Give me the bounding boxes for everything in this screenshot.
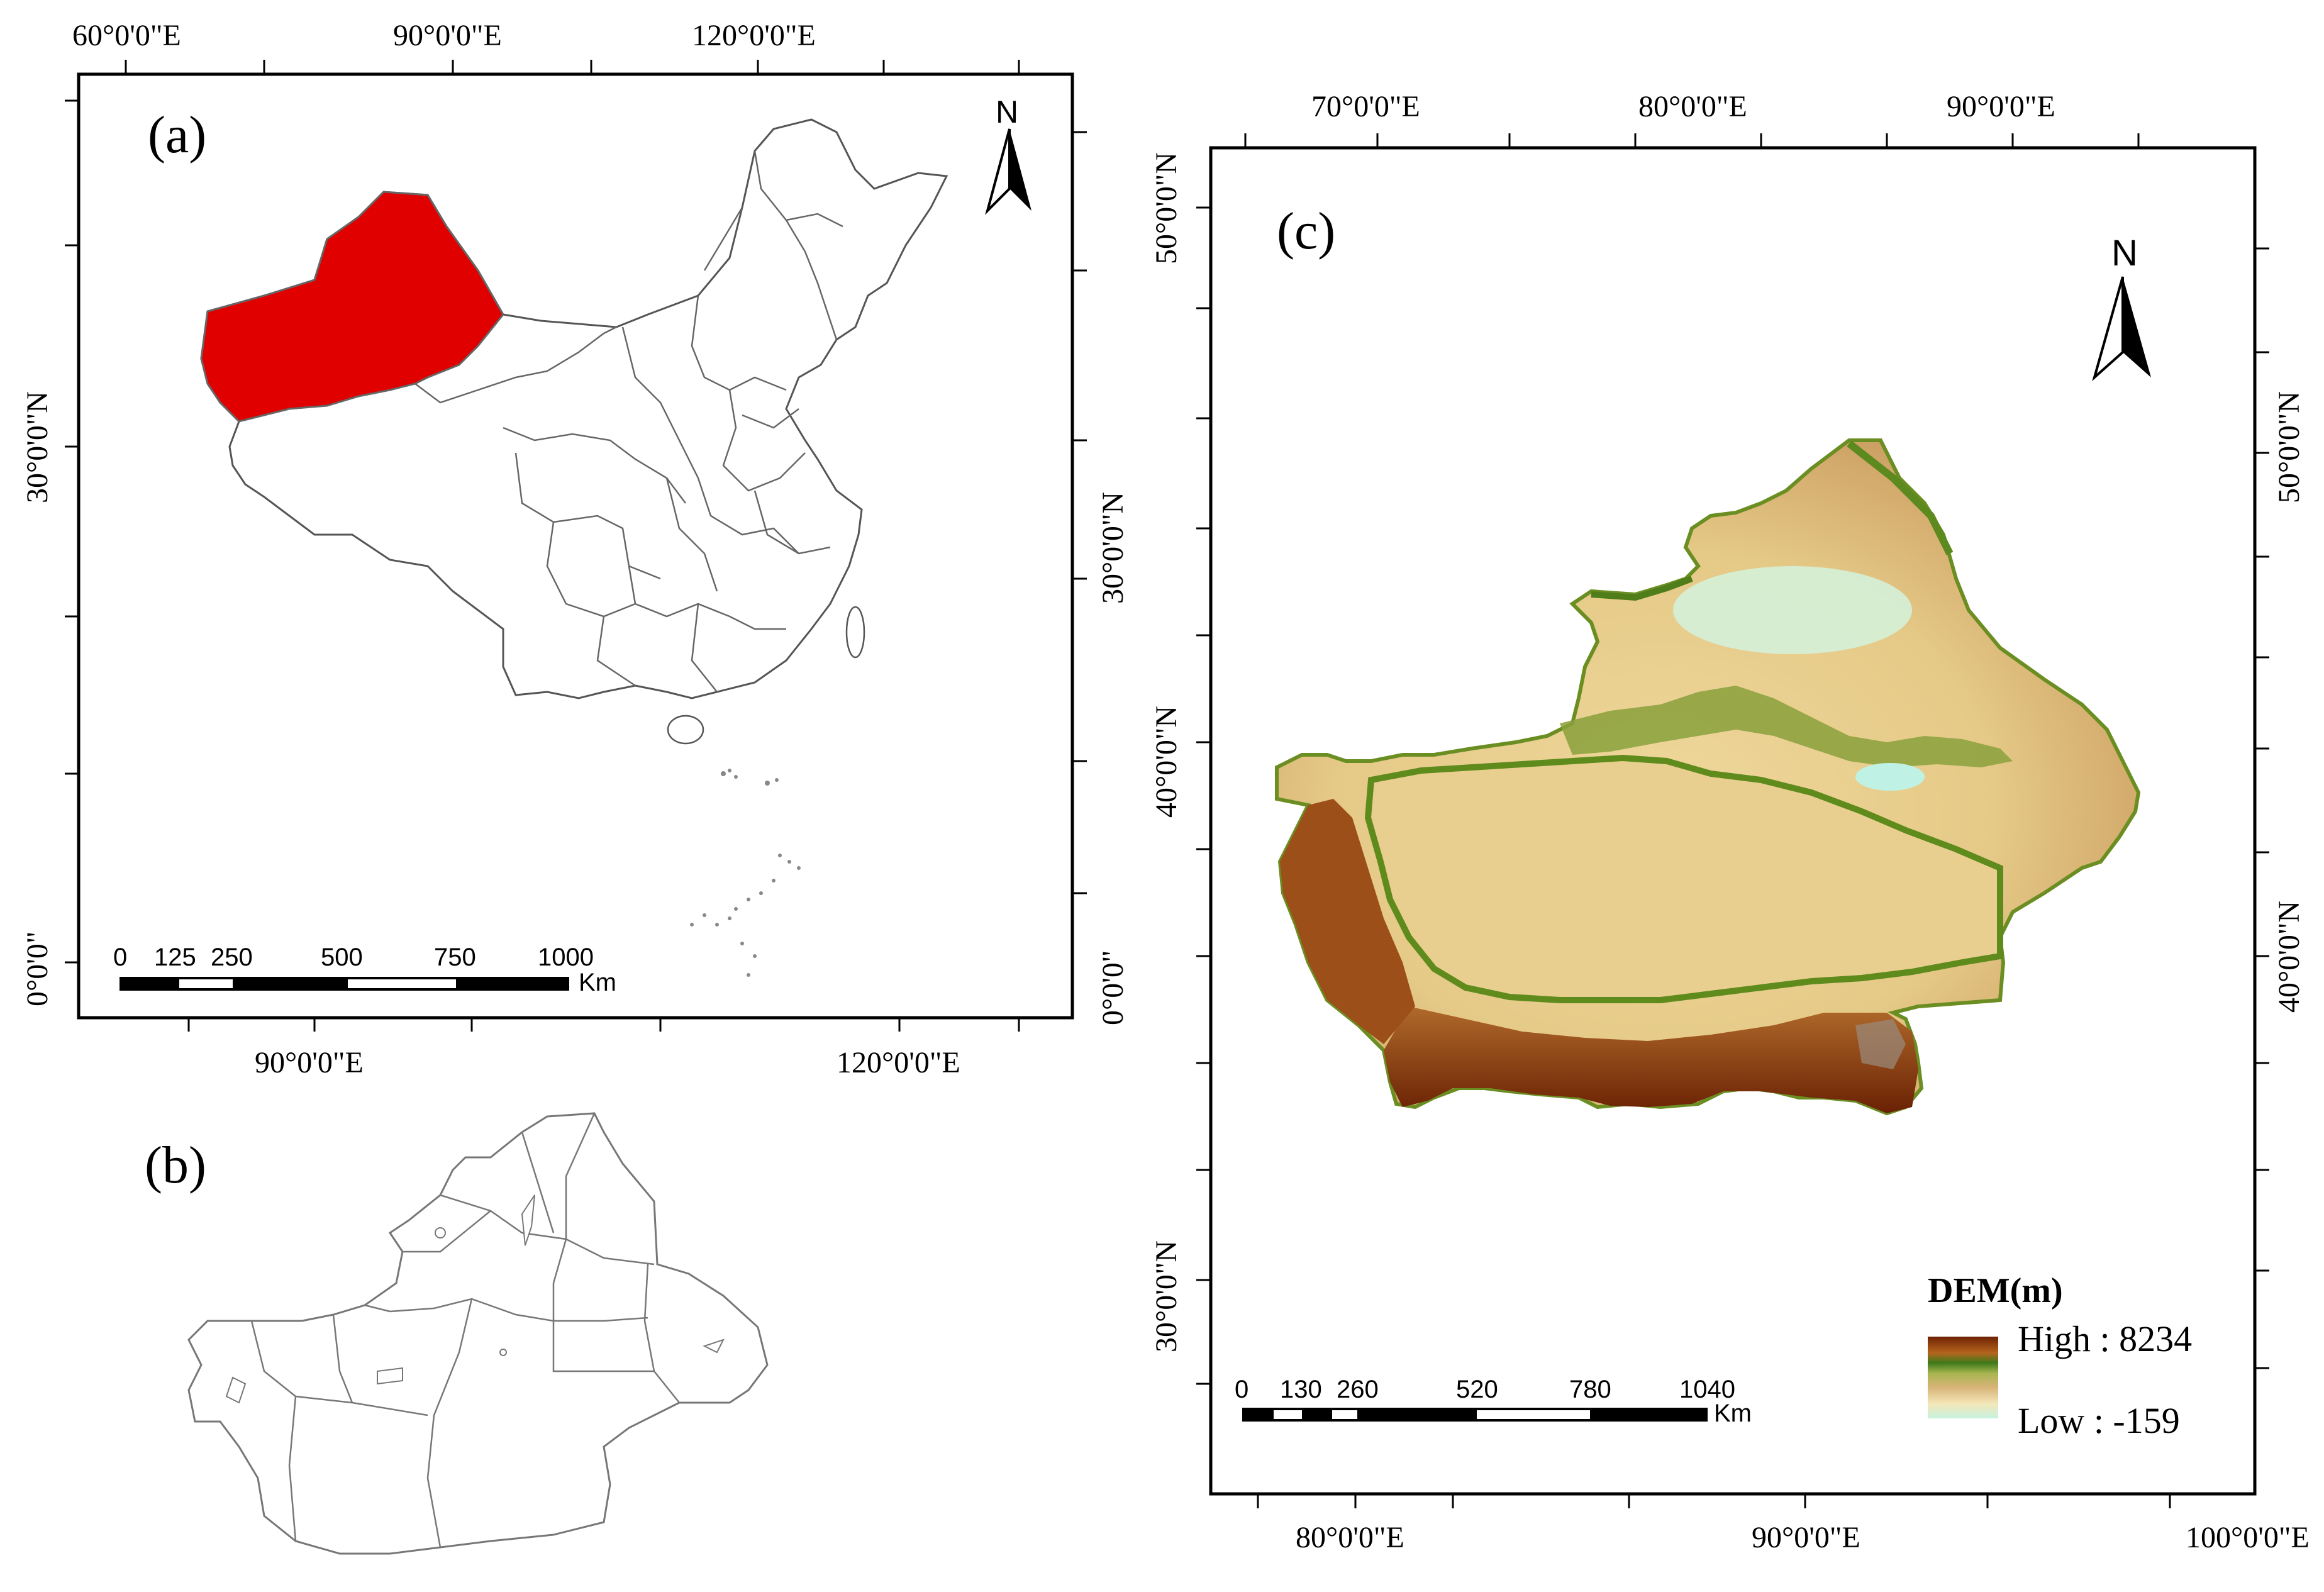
panel-c-north-letter: N <box>2111 233 2138 274</box>
xinjiang-prefecture-map <box>187 1112 769 1555</box>
panel-c-bottom-tick-2: 100°0'0"E <box>2186 1521 2310 1554</box>
province-boundaries <box>414 150 843 693</box>
hainan-island <box>667 715 704 745</box>
panel-a-label: (a) <box>148 106 206 164</box>
northwest-ridge <box>1591 576 1693 601</box>
panel-c-frame <box>1209 146 2257 1496</box>
panel-c-top-tick-0: 70°0'0"E <box>1311 90 1420 123</box>
junggar-basin <box>1673 566 1912 654</box>
panel-c-scale-unit: Km <box>1714 1400 1752 1427</box>
pamir-mountains <box>1280 799 1415 1044</box>
panel-c-left-tick-0: 50°0'0"N <box>1150 152 1183 264</box>
panel-c-scale-1040: 1040 <box>1679 1376 1735 1403</box>
south-sea-islands <box>690 769 801 977</box>
prefecture-boundaries <box>250 1113 680 1548</box>
dem-legend-high: High : 8234 <box>2018 1318 2192 1359</box>
panel-c-right-tick-0: 50°0'0"N <box>2272 391 2306 503</box>
panel-c-scale-520: 520 <box>1456 1376 1498 1403</box>
plateau-patch <box>1855 1019 1906 1069</box>
panel-c-scale-780: 780 <box>1569 1376 1611 1403</box>
xinjiang-highlight <box>200 191 504 423</box>
panel-b: (b) <box>145 1112 769 1555</box>
panel-c-right-tick-1: 40°0'0"N <box>2272 901 2306 1013</box>
panel-c-top-tick-1: 80°0'0"E <box>1638 90 1747 123</box>
panel-c-bottom-tick-0: 80°0'0"E <box>1296 1521 1404 1554</box>
panel-c-bottom-tick-1: 90°0'0"E <box>1752 1521 1860 1554</box>
panel-c-left-tick-2: 30°0'0"N <box>1150 1240 1183 1352</box>
panel-a-scale-bar: 0 125 250 500 750 1000 Km <box>113 944 616 996</box>
panel-a-scale-250: 250 <box>211 944 253 971</box>
panel-a-bottom-tick-0: 90°0'0"E <box>255 1046 364 1079</box>
dem-legend-title: DEM(m) <box>1928 1271 2063 1310</box>
altai-mountains <box>1847 440 1954 555</box>
panel-c: 70°0'0"E 80°0'0"E 90°0'0"E 80°0'0"E 90°0… <box>1150 90 2310 1554</box>
panel-a-frame <box>77 72 1074 1020</box>
dem-legend-low: Low : -159 <box>2018 1400 2180 1441</box>
dem-legend: DEM(m) High : 8234 Low : -159 <box>1928 1271 2192 1441</box>
panel-a-right-tick-1: 0°0'0" <box>1096 950 1130 1025</box>
turpan-depression <box>1855 763 1925 791</box>
panel-a-scale-0: 0 <box>113 944 127 971</box>
panel-b-label: (b) <box>145 1136 206 1194</box>
tarim-basin <box>1364 754 2003 1003</box>
tianshan-mountains <box>1560 686 2013 767</box>
panel-a: 60°0'0"E 90°0'0"E 120°0'0"E 90°0'0"E 120… <box>21 19 1130 1079</box>
panel-c-top-tick-2: 90°0'0"E <box>1947 90 2055 123</box>
panel-a-north-letter: N <box>996 94 1018 130</box>
panel-a-scale-1000: 1000 <box>538 944 594 971</box>
panel-c-scale-bar: 0 130 260 520 780 1040 Km <box>1235 1376 1752 1427</box>
panel-a-scale-125: 125 <box>154 944 196 971</box>
panel-c-tick-marks <box>1196 133 2269 1508</box>
china-outline <box>200 118 948 699</box>
dem-legend-colorbar <box>1928 1337 1998 1418</box>
panel-a-scale-750: 750 <box>434 944 476 971</box>
panel-a-scale-unit: Km <box>579 969 616 996</box>
kunlun-mountains <box>1384 1006 1918 1113</box>
panel-a-left-tick-0: 30°0'0"N <box>21 391 54 503</box>
panel-a-bottom-tick-1: 120°0'0"E <box>837 1046 960 1079</box>
lakes <box>225 1194 725 1404</box>
panel-a-tick-marks <box>65 60 1087 1032</box>
xinjiang-dem-map <box>1275 438 2141 1116</box>
panel-c-scale-130: 130 <box>1280 1376 1322 1403</box>
panel-a-left-tick-1: 0°0'0" <box>21 932 54 1006</box>
panel-a-top-tick-0: 60°0'0"E <box>72 19 181 52</box>
panel-a-right-tick-0: 30°0'0"N <box>1096 492 1130 604</box>
panel-a-scale-500: 500 <box>321 944 363 971</box>
panel-a-top-tick-1: 90°0'0"E <box>393 19 502 52</box>
panel-c-scale-0: 0 <box>1235 1376 1248 1403</box>
panel-c-north-arrow-icon: N <box>2092 233 2151 382</box>
panel-a-top-tick-2: 120°0'0"E <box>692 19 816 52</box>
panel-c-scale-260: 260 <box>1337 1376 1379 1403</box>
taiwan-island <box>845 606 865 659</box>
panel-a-north-arrow-icon: N <box>985 94 1031 215</box>
panel-c-left-tick-1: 40°0'0"N <box>1150 706 1183 818</box>
panel-c-label: (c) <box>1277 202 1335 260</box>
